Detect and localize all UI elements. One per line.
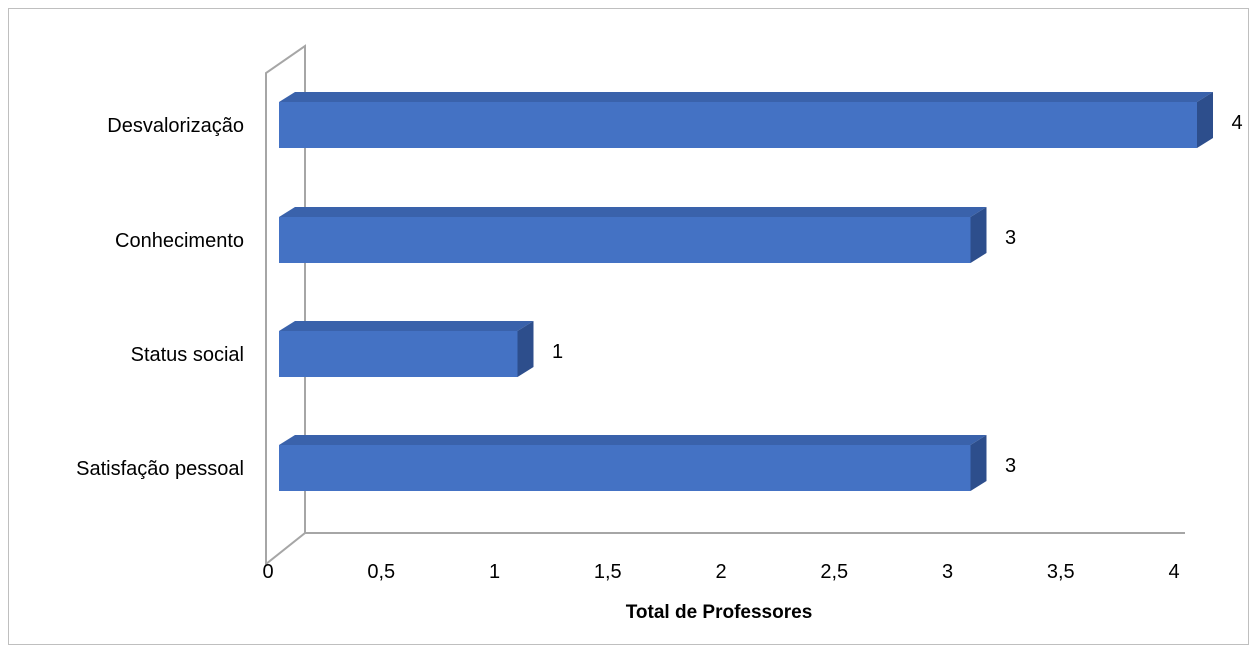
bar-side <box>970 435 987 491</box>
x-axis-title: Total de Professores <box>626 602 813 623</box>
bar-top <box>279 207 987 217</box>
bar <box>279 331 518 377</box>
bars <box>279 92 1213 491</box>
x-tick-label: 3 <box>942 561 953 583</box>
bar <box>279 217 971 263</box>
bar-side <box>517 321 534 377</box>
bar-top <box>279 435 987 445</box>
bar-side <box>970 207 987 263</box>
category-label: Satisfação pessoal <box>76 458 244 480</box>
data-label: 3 <box>1005 227 1016 249</box>
data-label: 4 <box>1231 112 1242 134</box>
back-wall <box>265 44 306 567</box>
x-tick-label: 1,5 <box>594 561 622 583</box>
x-tick-label: 2 <box>715 561 726 583</box>
x-tick-label: 0 <box>262 561 273 583</box>
axes <box>265 44 1185 567</box>
x-tick-label: 2,5 <box>820 561 848 583</box>
x-tick-label: 3,5 <box>1047 561 1075 583</box>
labels: 0 0,5 1 1,5 2 2,5 3 3,5 4 Desvalorização 4 Conhecim… <box>76 112 1242 583</box>
bar <box>279 445 971 491</box>
data-label: 3 <box>1005 455 1016 477</box>
bar-top <box>279 321 534 331</box>
bar-side <box>1197 92 1213 148</box>
category-label: Status social <box>131 344 244 366</box>
bar <box>279 102 1197 148</box>
category-label: Conhecimento <box>115 230 244 252</box>
x-tick-label: 4 <box>1168 561 1179 583</box>
x-tick-label: 1 <box>489 561 500 583</box>
x-tick-label: 0,5 <box>367 561 395 583</box>
data-label: 1 <box>552 341 563 363</box>
category-label: Desvalorização <box>107 115 244 137</box>
bar-top <box>279 92 1213 102</box>
